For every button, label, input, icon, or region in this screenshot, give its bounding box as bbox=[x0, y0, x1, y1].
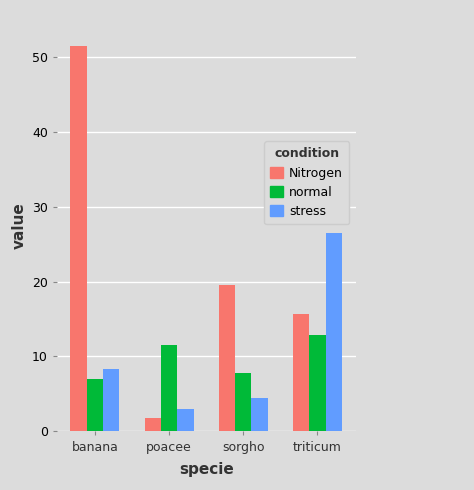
Y-axis label: value: value bbox=[11, 202, 26, 249]
Bar bbox=[161, 345, 177, 431]
Bar bbox=[310, 336, 326, 431]
Bar bbox=[293, 314, 310, 431]
Legend: Nitrogen, normal, stress: Nitrogen, normal, stress bbox=[264, 141, 349, 224]
Bar bbox=[326, 233, 342, 431]
Bar bbox=[219, 285, 235, 431]
Bar bbox=[177, 410, 193, 431]
Bar bbox=[87, 379, 103, 431]
X-axis label: specie: specie bbox=[179, 462, 234, 477]
Bar bbox=[145, 418, 161, 431]
Bar bbox=[71, 46, 87, 431]
Bar bbox=[235, 373, 251, 431]
Bar bbox=[103, 369, 119, 431]
Bar bbox=[251, 397, 268, 431]
